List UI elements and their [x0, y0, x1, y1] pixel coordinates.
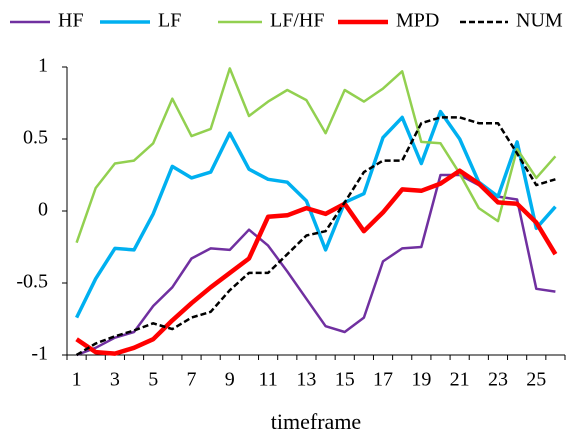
series-line: [75, 109, 557, 319]
series-line: [75, 67, 557, 244]
x-tick-label: 17: [373, 369, 393, 391]
x-tick-label: 21: [450, 369, 470, 391]
y-tick-label: -0.5: [16, 271, 48, 293]
legend-label: MPD: [396, 10, 439, 32]
series-line: [75, 168, 558, 356]
legend-label: LF: [158, 10, 181, 32]
legend-label: LF/HF: [270, 10, 324, 32]
x-axis-title: timeframe: [271, 409, 361, 434]
x-tick-label: 9: [225, 369, 235, 391]
x-tick-label: 23: [488, 369, 508, 391]
legend-label: NUM: [516, 10, 563, 32]
y-tick-label: 0: [38, 199, 48, 221]
series-line: [76, 173, 556, 357]
x-tick-label: 3: [110, 369, 120, 391]
legend-label: HF: [58, 10, 84, 32]
x-tick-label: 19: [411, 369, 431, 391]
x-tick-label: 1: [72, 369, 82, 391]
y-tick-label: 0.5: [23, 127, 48, 149]
y-tick-label: 1: [38, 55, 48, 77]
y-tick-label: -1: [31, 343, 48, 365]
x-tick-label: 11: [258, 369, 277, 391]
series-line: [75, 116, 556, 357]
x-tick-label: 5: [148, 369, 158, 391]
x-tick-label: 13: [296, 369, 316, 391]
x-tick-label: 25: [526, 369, 546, 391]
x-tick-label: 15: [335, 369, 355, 391]
x-tick-label: 7: [187, 369, 197, 391]
